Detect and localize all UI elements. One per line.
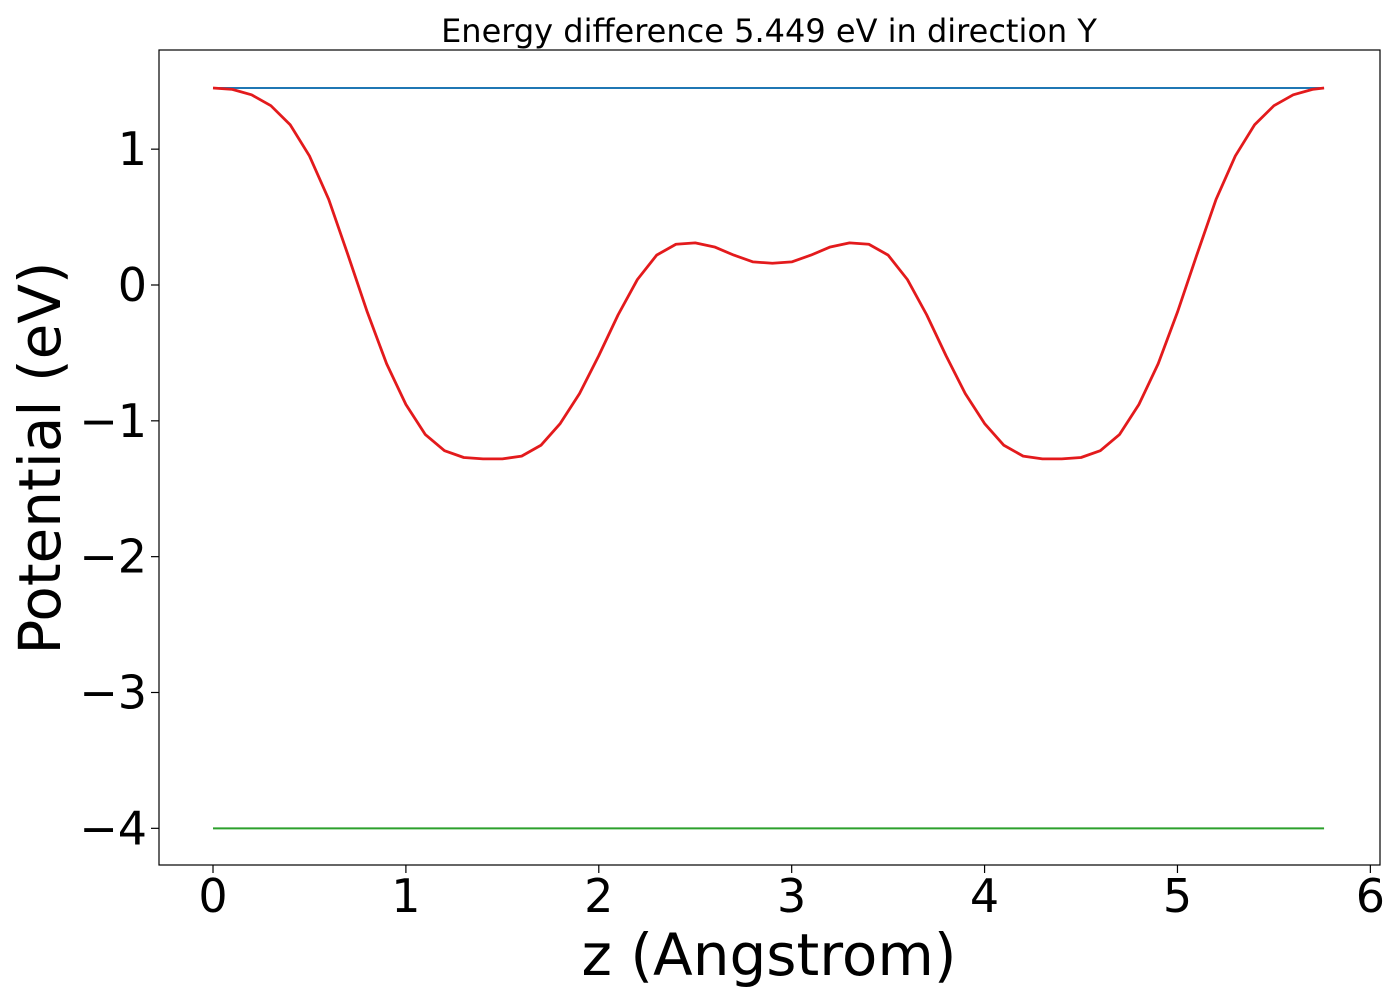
x-axis-label: z (Angstrom) bbox=[582, 921, 957, 989]
y-tick-label: −4 bbox=[79, 801, 147, 855]
x-tick-label: 1 bbox=[391, 869, 420, 923]
plot-series-group bbox=[212, 86, 1325, 830]
series-line-3 bbox=[212, 86, 1325, 461]
x-tick-label: 4 bbox=[970, 869, 999, 923]
y-tick-label: 1 bbox=[118, 122, 147, 176]
x-tick-label: 2 bbox=[584, 869, 613, 923]
x-axis: 0 1 2 3 4 5 6 bbox=[198, 865, 1385, 923]
x-tick-label: 6 bbox=[1356, 869, 1385, 923]
y-tick-label: −1 bbox=[79, 394, 147, 448]
chart-title: Energy difference 5.449 eV in direction … bbox=[441, 12, 1097, 50]
y-axis: 1 0 −1 −2 −3 −4 bbox=[79, 122, 159, 855]
y-tick-label: −3 bbox=[79, 665, 147, 719]
x-tick-label: 3 bbox=[777, 869, 806, 923]
y-tick-label: −2 bbox=[79, 530, 147, 584]
y-tick-label: 0 bbox=[118, 258, 147, 312]
y-axis-label: Potential (eV) bbox=[6, 261, 74, 654]
x-tick-label: 0 bbox=[198, 869, 227, 923]
plot-frame bbox=[158, 49, 1381, 866]
x-tick-label: 5 bbox=[1163, 869, 1192, 923]
